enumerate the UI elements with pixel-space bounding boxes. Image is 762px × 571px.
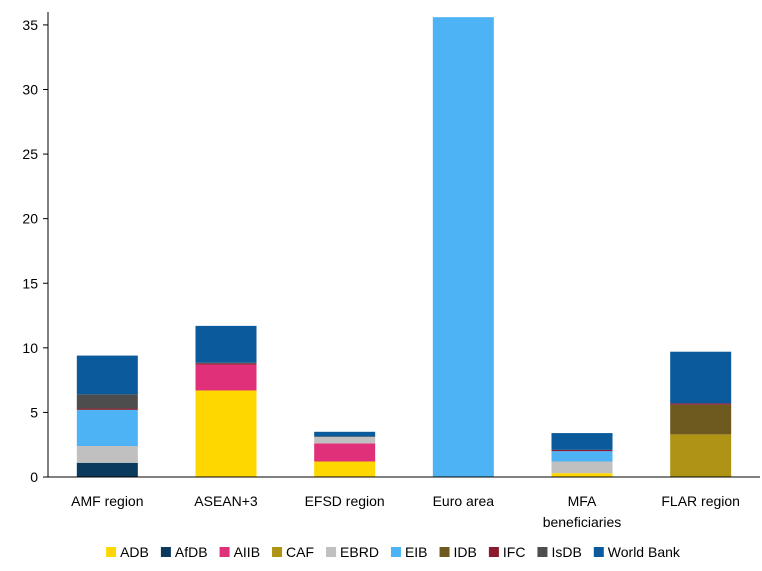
axes-layer: 0 5 10 15 20 25 30 35 AMF region ASEAN+3 EFSD regi… (22, 12, 760, 530)
bar-segment (432, 17, 494, 477)
legend-label: IsDB (551, 544, 581, 560)
x-category-label: MFA beneficiaries (543, 493, 622, 530)
bar-segment (76, 355, 138, 395)
legend-swatch (219, 547, 230, 557)
bar-segment (551, 461, 613, 474)
bar-segment (551, 451, 613, 462)
legend-label: IFC (503, 544, 526, 560)
bar-segment (314, 443, 376, 462)
bar-segment (195, 390, 257, 477)
legend-item: ADB (106, 544, 149, 560)
bar-segment (314, 461, 376, 477)
bar-segment (195, 363, 257, 365)
legend-item: World Bank (593, 544, 681, 560)
legend-swatch (593, 547, 604, 557)
legend-swatch (537, 547, 548, 557)
legend-label: IDB (454, 544, 477, 560)
legend-label: AIIB (234, 544, 260, 560)
x-category-label: EFSD region (305, 493, 385, 509)
legend-swatch (488, 547, 499, 557)
legend-item: EBRD (326, 544, 379, 560)
bar-segment (76, 409, 138, 446)
x-category-label: AMF region (71, 493, 143, 509)
x-category-label: Euro area (433, 493, 495, 509)
bar-segment (670, 351, 732, 404)
legend-swatch (160, 547, 171, 557)
bar-segment (195, 364, 257, 391)
bar-segment (195, 325, 257, 363)
legend-swatch (439, 547, 450, 557)
bar-segment (670, 404, 732, 435)
legend-item: IsDB (537, 544, 582, 560)
legend-label: EBRD (340, 544, 379, 560)
y-tick-label: 10 (22, 340, 38, 356)
legend-label: World Bank (608, 544, 681, 560)
bar-segment (314, 436, 376, 437)
bar-segment (551, 473, 613, 478)
legend-item: EIB (390, 544, 428, 560)
legend-label: EIB (405, 544, 428, 560)
y-tick-label: 0 (30, 469, 38, 485)
bar-segment (670, 403, 732, 405)
legend-swatch (326, 547, 337, 557)
x-category-label: FLAR region (661, 493, 740, 509)
bar-segment (551, 449, 613, 452)
bar-segment (551, 433, 613, 450)
bars-layer (76, 17, 732, 478)
legend-item: AIIB (219, 544, 260, 560)
bar-segment (76, 394, 138, 409)
bar-segment (76, 446, 138, 463)
y-tick-label: 30 (22, 82, 38, 98)
legend-label: AfDB (175, 544, 208, 560)
bar-segment (670, 434, 732, 478)
y-tick-label: 35 (22, 17, 38, 33)
legend-item: IFC (488, 544, 526, 560)
legend-item: IDB (439, 544, 477, 560)
y-tick-label: 15 (22, 275, 38, 291)
bar-segment (195, 362, 257, 364)
legend-item: AfDB (160, 544, 208, 560)
bar-segment (314, 436, 376, 444)
legend-swatch (390, 547, 401, 557)
x-category-label: ASEAN+3 (194, 493, 258, 509)
y-tick-label: 5 (30, 404, 38, 420)
legend-swatch (106, 547, 117, 557)
y-tick-label: 25 (22, 146, 38, 162)
legend-label: CAF (286, 544, 314, 560)
legend-swatch (272, 547, 283, 557)
bar-segment (76, 408, 138, 410)
legend-item: CAF (272, 544, 314, 560)
y-tick-label: 20 (22, 211, 38, 227)
legend-label: ADB (120, 544, 149, 560)
bar-segment (314, 431, 376, 437)
bar-segment (76, 462, 138, 477)
legend: ADB AfDB AIIB CAF EBRD EIB IDB IFC IsDB World Ban… (106, 544, 681, 560)
